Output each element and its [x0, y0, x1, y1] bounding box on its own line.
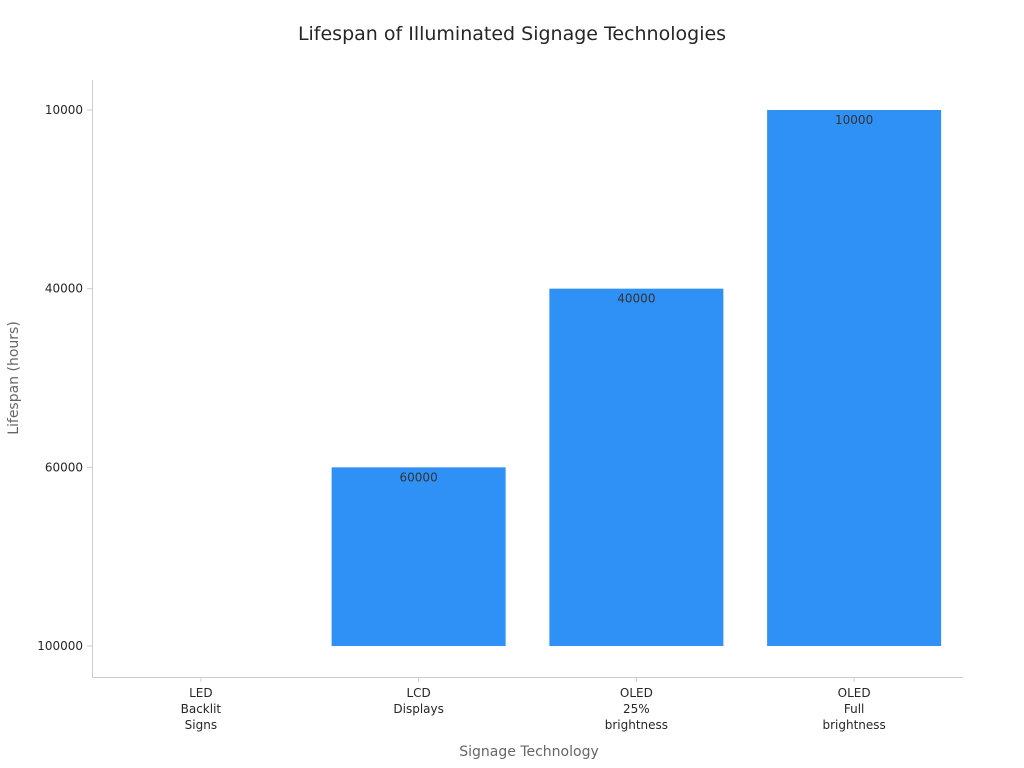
x-tick-label: brightness: [605, 718, 668, 732]
chart-title: Lifespan of Illuminated Signage Technolo…: [298, 23, 726, 45]
x-tick-label: 25%: [623, 702, 650, 716]
x-tick-label: OLED: [620, 686, 653, 700]
x-tick-label: Full: [844, 702, 865, 716]
y-tick-label: 40000: [45, 282, 83, 296]
x-tick-label: Displays: [393, 702, 443, 716]
bar: [331, 467, 506, 646]
data-label: 60000: [400, 470, 438, 484]
x-axis-label: Signage Technology: [459, 744, 599, 760]
x-tick-label: Backlit: [181, 702, 222, 716]
x-tick-label: brightness: [822, 718, 885, 732]
bar: [549, 288, 724, 646]
data-label: 10000: [835, 113, 873, 127]
y-tick-label: 100000: [37, 639, 83, 653]
x-tick-label: LCD: [406, 686, 430, 700]
y-tick-label: 60000: [45, 460, 83, 474]
y-tick-label: 10000: [45, 103, 83, 117]
bar: [767, 110, 942, 646]
x-tick-label: Signs: [185, 718, 217, 732]
x-tick-label: LED: [189, 686, 213, 700]
data-label: 40000: [617, 292, 655, 306]
x-tick-label: OLED: [838, 686, 871, 700]
y-axis-label: Lifespan (hours): [6, 321, 22, 435]
